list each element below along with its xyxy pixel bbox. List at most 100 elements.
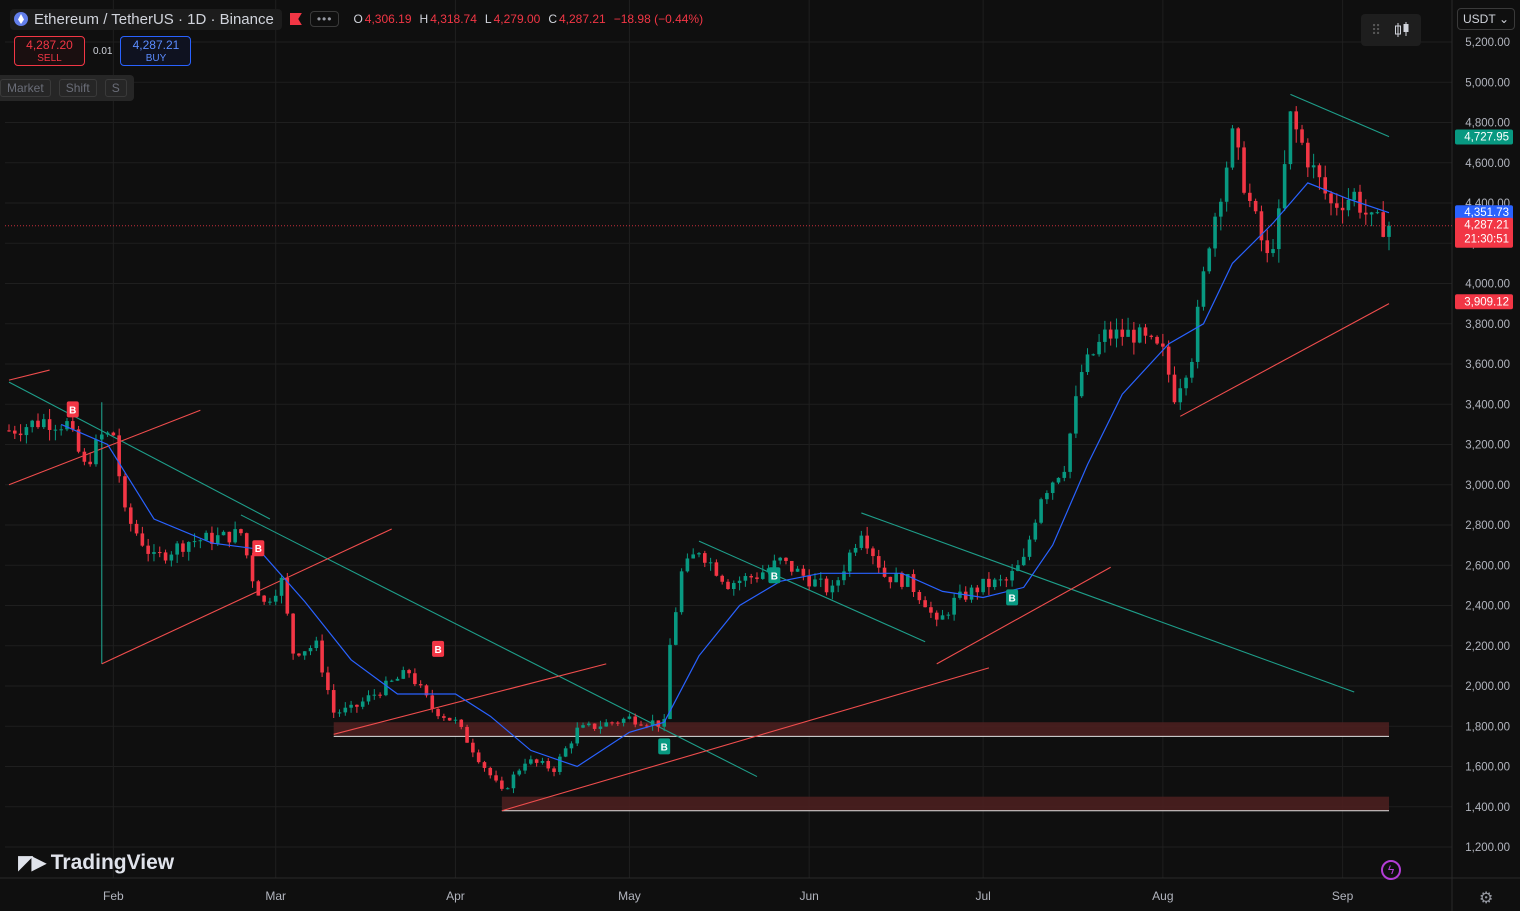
candle-body (152, 552, 156, 554)
buy-price: 4,287.21 (132, 38, 180, 52)
currency-select[interactable]: USDT ⌄ (1457, 8, 1515, 30)
candle-body (587, 723, 591, 726)
candle-body (1126, 329, 1130, 337)
trend-line[interactable] (8, 381, 271, 520)
y-tick-label: 1,800.00 (1465, 721, 1510, 733)
candle-body (442, 716, 446, 718)
candle-body (175, 543, 179, 555)
support-zone (333, 722, 1390, 737)
candle-body (755, 577, 759, 579)
candle-body (772, 560, 777, 569)
candle-body (1097, 341, 1101, 355)
gear-icon[interactable]: ⚙ (1479, 890, 1494, 907)
price-label (1455, 205, 1513, 221)
candle-body (331, 690, 336, 713)
y-tick-label: 1,200.00 (1465, 842, 1510, 854)
trend-line[interactable] (936, 566, 1111, 665)
candle-body (1317, 165, 1322, 178)
candle-body (1033, 522, 1038, 540)
candle-body (645, 725, 649, 727)
symbol-selector[interactable]: Ethereum / TetherUS · 1D · Binance (10, 8, 282, 30)
more-options-button[interactable]: ••• (309, 11, 340, 27)
candle-body (639, 724, 643, 726)
trend-line[interactable] (333, 663, 607, 735)
candle-body (934, 612, 939, 620)
candle-body (1085, 354, 1090, 373)
tradingview-logo[interactable]: ◤▶ TradingView (18, 850, 174, 875)
candle-body (668, 644, 672, 720)
y-tick-label: 3,200.00 (1465, 440, 1510, 452)
x-tick-label: Sep (1332, 889, 1354, 903)
trend-line[interactable] (101, 528, 392, 665)
candle-body (302, 651, 307, 656)
buy-button[interactable]: 4,287.21 BUY (120, 36, 192, 66)
price-label (1455, 294, 1513, 310)
candle-body (343, 707, 348, 713)
candle-body (1068, 433, 1072, 472)
trend-line[interactable] (1179, 303, 1390, 417)
candle-body (853, 547, 858, 553)
candle-body (82, 451, 87, 462)
candle-body (215, 535, 220, 544)
candle-body (1335, 203, 1339, 208)
y-tick-label: 2,000.00 (1465, 681, 1510, 693)
x-tick-label: Feb (103, 889, 124, 903)
trend-line[interactable] (8, 409, 201, 486)
candle-body (946, 614, 951, 616)
candle-body (140, 533, 145, 546)
candle-body (355, 704, 359, 707)
trend-line[interactable] (501, 667, 990, 812)
candle-body (546, 760, 551, 769)
trend-line[interactable] (8, 369, 50, 381)
candle-body (633, 716, 638, 725)
candle-body (94, 439, 98, 465)
drag-handle-icon[interactable]: ⠿ (1371, 22, 1382, 38)
candle-body (616, 722, 620, 724)
candle-body (969, 587, 974, 600)
candles-icon[interactable] (1393, 21, 1411, 39)
candle-body (418, 684, 423, 686)
candle-body (685, 558, 690, 572)
candle-body (111, 432, 116, 436)
buy-label: BUY (145, 53, 167, 64)
candle-body (447, 717, 452, 721)
candle-body (1213, 216, 1217, 249)
candle-body (529, 759, 533, 764)
candle-body (778, 557, 782, 561)
floating-toolbar[interactable]: ⠿ (1361, 14, 1421, 46)
candle-body (1137, 327, 1142, 343)
time-axis[interactable]: Feb Mar Apr May Jun Jul Aug Sep (0, 877, 1520, 903)
price-axis[interactable]: 1,200.00 1,400.00 1,600.00 1,800.00 2,000.00… (1451, 0, 1510, 911)
trend-line[interactable] (861, 512, 1355, 693)
candle-body (540, 760, 545, 763)
lightning-icon[interactable]: ϟ (1381, 860, 1401, 880)
y-tick-label: 3,400.00 (1465, 399, 1510, 411)
trend-line[interactable] (698, 540, 926, 643)
low-value: 4,279.00 (493, 12, 541, 26)
ma-line (60, 182, 1390, 768)
candle-body (789, 560, 794, 572)
y-tick-label: 3,800.00 (1465, 319, 1510, 331)
candle-body (1323, 177, 1328, 194)
candle-body (726, 581, 730, 589)
price-labels: 4,727.95 4,351.734,287.21 21:30:51 3,909.12 (5, 129, 1513, 310)
flag-icon[interactable] (289, 13, 302, 25)
candle-body (679, 571, 684, 613)
candle-body (650, 720, 655, 726)
candle-body (1149, 335, 1154, 337)
candle-body (952, 597, 956, 615)
trend-lines[interactable] (8, 93, 1390, 812)
candle-body (465, 726, 469, 743)
candle-body (1352, 191, 1357, 200)
sell-button[interactable]: 4,287.20 SELL (14, 36, 85, 66)
y-tick-label: 5,200.00 (1465, 37, 1510, 49)
candle-body (911, 574, 916, 592)
candle-body (743, 576, 748, 581)
trend-line[interactable] (1290, 93, 1390, 138)
y-tick-label: 3,000.00 (1465, 480, 1510, 492)
candle-body (453, 719, 458, 721)
candle-body (1132, 329, 1136, 343)
x-tick-label: Apr (446, 889, 465, 903)
signal-marker-label: B (255, 544, 262, 555)
